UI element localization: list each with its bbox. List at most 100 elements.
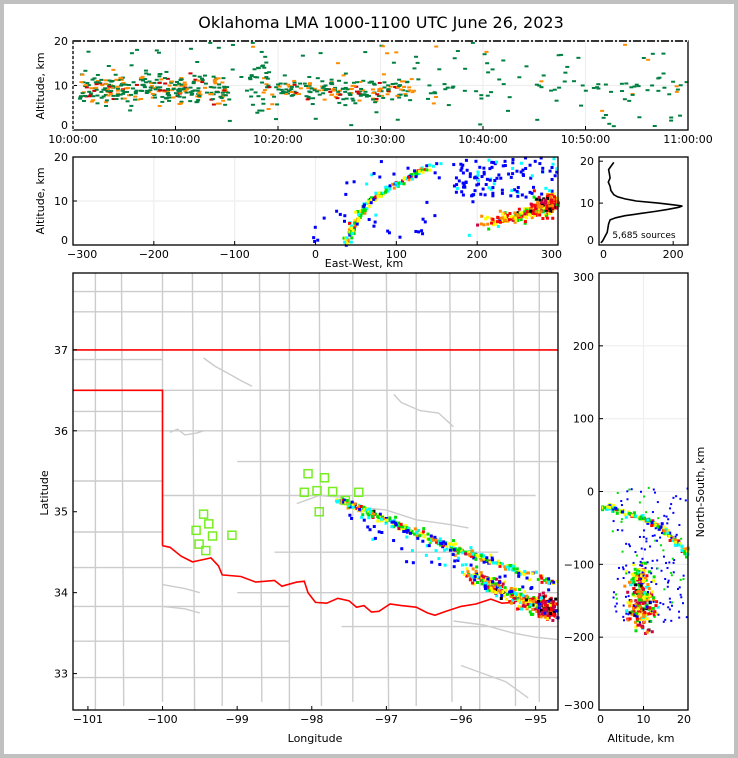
source-point	[104, 101, 109, 104]
density-cell	[399, 522, 403, 526]
density-cell	[656, 523, 660, 527]
density-cell	[645, 574, 649, 578]
source-point	[261, 91, 266, 94]
density-cell	[360, 515, 364, 519]
density-cell	[472, 193, 476, 197]
source-point	[192, 74, 197, 77]
source-point	[385, 93, 390, 96]
source-point	[182, 81, 187, 84]
density-cell	[453, 553, 457, 557]
source-point	[200, 77, 205, 80]
source-point	[223, 94, 228, 97]
density-cell	[638, 598, 642, 602]
density-cell	[420, 168, 424, 172]
source-point	[152, 81, 157, 84]
source-point	[216, 46, 221, 49]
density-cell	[629, 599, 633, 603]
density-cell	[651, 579, 655, 583]
density-cell	[349, 240, 353, 244]
density-cell	[670, 535, 674, 539]
source-point	[359, 87, 364, 90]
density-cell	[540, 601, 544, 605]
density-cell	[376, 194, 380, 198]
density-cell	[517, 213, 521, 217]
source-point	[322, 98, 327, 101]
density-cell	[451, 539, 455, 543]
density-cell	[353, 224, 357, 228]
density-cell	[659, 601, 662, 604]
density-cell	[626, 601, 630, 605]
source-point	[109, 80, 114, 83]
source-point	[344, 97, 349, 100]
source-point	[110, 86, 115, 89]
source-point	[363, 51, 368, 54]
density-cell	[392, 186, 396, 190]
density-cell	[670, 536, 673, 539]
density-cell	[630, 513, 634, 517]
density-cell	[517, 574, 521, 578]
density-cell	[471, 552, 475, 556]
source-point	[80, 92, 85, 95]
density-cell	[470, 194, 474, 198]
source-point	[209, 91, 214, 94]
source-point	[144, 72, 149, 75]
source-point	[408, 99, 413, 102]
density-cell	[643, 610, 647, 614]
density-cell	[650, 567, 653, 570]
source-point	[154, 49, 159, 52]
density-cell	[532, 189, 536, 193]
density-cell	[483, 193, 487, 197]
density-cell	[647, 486, 650, 489]
density-cell	[483, 584, 487, 588]
x-tick-label: 10:00:00	[48, 133, 97, 146]
density-cell	[543, 601, 547, 605]
density-cell	[482, 554, 486, 558]
density-cell	[555, 206, 559, 210]
density-cell	[380, 530, 384, 534]
density-cell	[485, 177, 489, 181]
density-cell	[517, 599, 521, 603]
density-cell	[541, 574, 545, 578]
source-point	[106, 83, 111, 86]
density-cell	[505, 565, 509, 569]
source-point	[143, 78, 148, 81]
density-cell	[549, 209, 553, 213]
density-cell	[367, 204, 371, 208]
source-point	[623, 43, 628, 46]
source-point	[321, 92, 326, 95]
density-cell	[546, 201, 550, 205]
density-cell	[642, 614, 646, 618]
density-cell	[482, 166, 486, 170]
source-point	[562, 80, 567, 83]
density-cell	[402, 530, 406, 534]
density-cell	[667, 518, 670, 521]
source-point	[106, 94, 111, 97]
density-cell	[669, 507, 672, 510]
density-cell	[503, 218, 507, 222]
source-point	[120, 88, 125, 91]
density-cell	[628, 511, 632, 515]
density-cell	[638, 616, 642, 620]
x-tick-label: 100	[386, 248, 407, 261]
source-point	[572, 80, 577, 83]
density-cell	[379, 160, 383, 164]
density-cell	[493, 584, 497, 588]
density-cell	[322, 216, 326, 220]
source-point	[284, 88, 289, 91]
source-point	[244, 89, 249, 92]
density-cell	[495, 588, 499, 592]
density-cell	[483, 581, 487, 585]
density-cell	[368, 510, 372, 514]
source-point	[223, 103, 228, 106]
y-tick-label: 300	[573, 271, 594, 284]
density-cell	[347, 503, 351, 507]
density-cell	[677, 543, 681, 547]
density-cell	[411, 175, 415, 179]
source-point	[260, 81, 265, 84]
density-cell	[625, 572, 628, 575]
density-cell	[488, 588, 492, 592]
river-boundary	[162, 583, 200, 594]
density-cell	[632, 590, 636, 594]
density-cell	[539, 574, 543, 578]
density-cell	[509, 563, 513, 567]
